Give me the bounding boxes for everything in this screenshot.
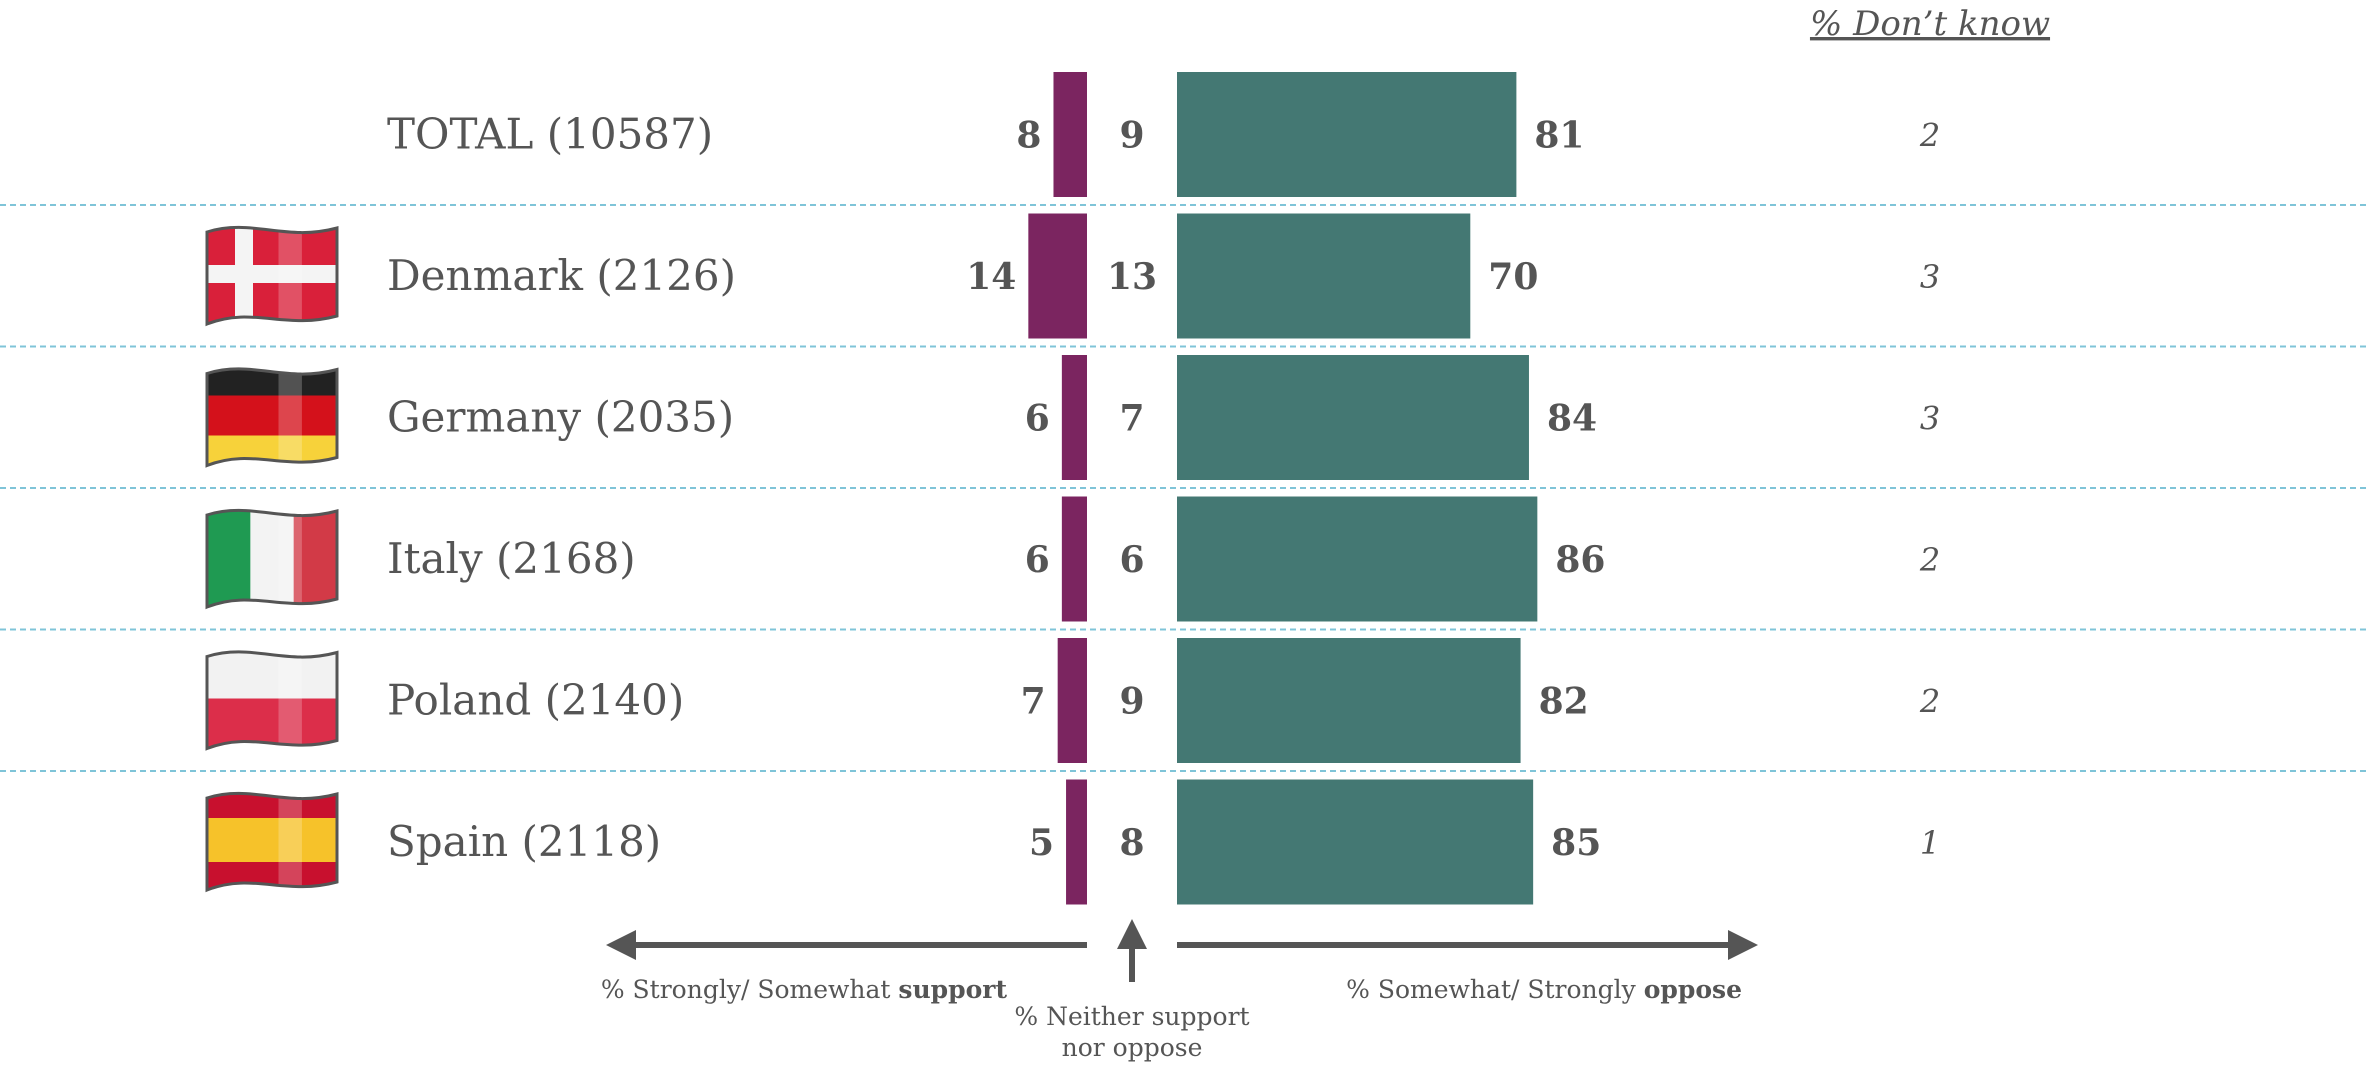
oppose-value-label: 85 — [1551, 822, 1601, 864]
support-value-label: 5 — [1029, 822, 1054, 864]
support-value-label: 6 — [1025, 539, 1050, 581]
support-value-label: 8 — [1016, 115, 1041, 157]
support-bar — [1057, 638, 1087, 763]
dont-know-value-label: 2 — [1919, 683, 1940, 721]
dont-know-value-label: 3 — [1920, 400, 1940, 438]
neither-value-label: 6 — [1119, 539, 1144, 581]
category-label: TOTAL (10587) — [387, 110, 713, 159]
category-label: Italy (2168) — [387, 534, 636, 583]
support-bar — [1061, 496, 1087, 622]
neither-value-label: 8 — [1119, 822, 1144, 864]
oppose-axis-label: % Somewhat/ Strongly oppose — [1346, 975, 1742, 1004]
oppose-value-label: 86 — [1555, 539, 1605, 581]
dont-know-value-label: 3 — [1920, 258, 1940, 296]
oppose-bar — [1177, 496, 1538, 622]
category-label: Denmark (2126) — [387, 251, 736, 300]
poland-flag-icon — [205, 650, 339, 751]
denmark-flag-icon — [205, 225, 339, 327]
oppose-value-label: 84 — [1547, 398, 1597, 440]
neither-axis-label-line1: % Neither support — [1014, 1002, 1249, 1031]
dont-know-header: % Don’t know — [1810, 4, 2050, 44]
italy-flag-icon — [205, 508, 339, 610]
oppose-value-label: 70 — [1488, 256, 1538, 298]
support-value-label: 14 — [966, 256, 1016, 298]
support-value-label: 7 — [1021, 681, 1046, 723]
spain-flag-icon — [205, 791, 339, 893]
dont-know-value-label: 2 — [1919, 117, 1940, 155]
oppose-value-label: 82 — [1539, 681, 1589, 723]
support-value-label: 6 — [1025, 398, 1050, 440]
germany-flag-icon — [205, 367, 339, 468]
support-axis-label: % Strongly/ Somewhat support — [601, 975, 1008, 1004]
oppose-bar — [1177, 779, 1534, 905]
category-label: Germany (2035) — [387, 393, 734, 442]
support-bar — [1028, 213, 1087, 339]
support-bar — [1061, 355, 1087, 480]
category-label: Poland (2140) — [387, 676, 684, 725]
category-label: Spain (2118) — [387, 817, 661, 866]
oppose-bar — [1177, 213, 1471, 339]
dont-know-value-label: 2 — [1919, 541, 1940, 579]
oppose-bar — [1177, 355, 1529, 480]
oppose-value-label: 81 — [1534, 115, 1584, 157]
neither-value-label: 9 — [1119, 115, 1144, 157]
support-bar — [1066, 779, 1087, 905]
oppose-bar — [1177, 72, 1517, 197]
support-bar — [1053, 72, 1087, 197]
neither-value-label: 13 — [1107, 256, 1157, 298]
oppose-bar — [1177, 638, 1521, 763]
neither-value-label: 9 — [1119, 681, 1144, 723]
dont-know-value-label: 1 — [1920, 824, 1940, 862]
neither-axis-label-line2: nor oppose — [1062, 1033, 1203, 1062]
neither-value-label: 7 — [1119, 398, 1144, 440]
